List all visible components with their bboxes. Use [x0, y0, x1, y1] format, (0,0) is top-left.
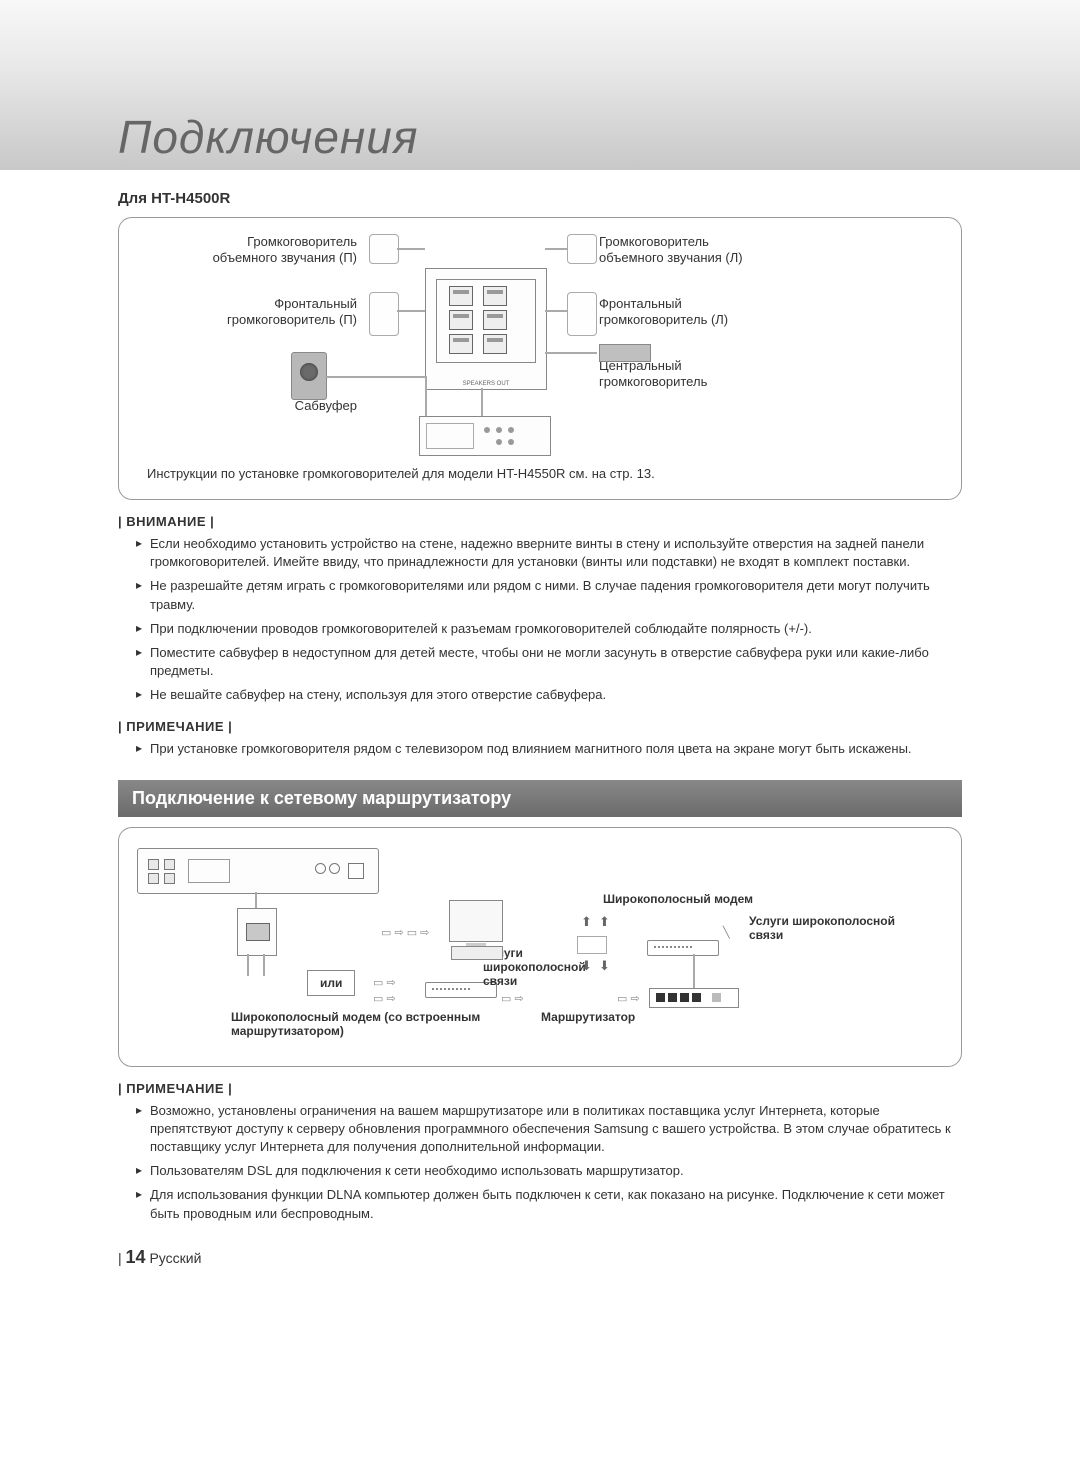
- diagram1-instruction: Инструкции по установке громкоговорителе…: [147, 466, 933, 481]
- network-diagram-box: или ▭ ⇨ ▭ ⇨ Широкополосный модем (со вст…: [118, 827, 962, 1067]
- attention-item: При подключении проводов громкоговорител…: [136, 620, 962, 638]
- note2-item: Для использования функции DLNA компьютер…: [136, 1186, 962, 1222]
- main-unit-rear-icon: [419, 416, 551, 456]
- speaker-diagram-box: Громкоговорительобъемного звучания (П) Ф…: [118, 217, 962, 500]
- label-broadband-modem: Широкополосный модем: [603, 892, 773, 906]
- label-front-l: Фронтальныйгромкоговоритель (Л): [599, 296, 839, 329]
- label-front-r: Фронтальныйгромкоговоритель (П): [137, 296, 357, 329]
- speaker-center-icon: [599, 344, 651, 362]
- note2-item: Возможно, установлены ограничения на ваш…: [136, 1102, 962, 1157]
- label-or: или: [307, 970, 355, 996]
- label-broadband-2: Услуги широкополосной связи: [749, 914, 909, 943]
- router-icon: [649, 988, 739, 1008]
- page-title: Подключения: [118, 110, 418, 164]
- note1-header: ПРИМЕЧАНИЕ: [118, 719, 962, 734]
- page-language: Русский: [149, 1250, 201, 1266]
- label-surround-r: Громкоговорительобъемного звучания (П): [137, 234, 357, 267]
- note2-header: ПРИМЕЧАНИЕ: [118, 1081, 962, 1096]
- section-router-title: Подключение к сетевому маршрутизатору: [118, 780, 962, 817]
- keyboard-icon: [451, 946, 503, 960]
- attention-item: Если необходимо установить устройство на…: [136, 535, 962, 571]
- label-center: Центральныйгромкоговоритель: [599, 358, 839, 391]
- speaker-surround-l-icon: [567, 234, 597, 264]
- speaker-front-r-icon: [369, 292, 399, 336]
- note1-list: При установке громкоговорителя рядом с т…: [118, 740, 962, 758]
- header-banner: Подключения: [0, 0, 1080, 170]
- lan-port-icon: [237, 908, 277, 956]
- label-modem-router: Широкополосный модем (со встроенным марш…: [231, 1010, 511, 1039]
- label-router: Маршрутизатор: [541, 1010, 681, 1024]
- note1-item: При установке громкоговорителя рядом с т…: [136, 740, 962, 758]
- attention-item: Не разрешайте детям играть с громкоговор…: [136, 577, 962, 613]
- attention-item: Поместите сабвуфер в недоступном для дет…: [136, 644, 962, 680]
- note2-list: Возможно, установлены ограничения на ваш…: [118, 1102, 962, 1223]
- label-surround-l: Громкоговорительобъемного звучания (Л): [599, 234, 839, 267]
- attention-item: Не вешайте сабвуфер на стену, используя …: [136, 686, 962, 704]
- attention-header: ВНИМАНИЕ: [118, 514, 962, 529]
- main-unit-icon: [137, 848, 379, 894]
- page-number: 14: [126, 1247, 146, 1267]
- speaker-surround-r-icon: [369, 234, 399, 264]
- label-subwoofer: Сабвуфер: [137, 398, 357, 414]
- pc-monitor-icon: [449, 900, 503, 942]
- speaker-front-l-icon: [567, 292, 597, 336]
- footer: 14 Русский: [118, 1247, 962, 1268]
- broadband-modem-icon: [647, 940, 719, 956]
- note2-item: Пользователям DSL для подключения к сети…: [136, 1162, 962, 1180]
- subwoofer-icon: [291, 352, 327, 400]
- model-subheading: Для HT-H4500R: [118, 190, 962, 207]
- attention-list: Если необходимо установить устройство на…: [118, 535, 962, 705]
- speaker-out-panel: SPEAKERS OUT: [425, 268, 547, 390]
